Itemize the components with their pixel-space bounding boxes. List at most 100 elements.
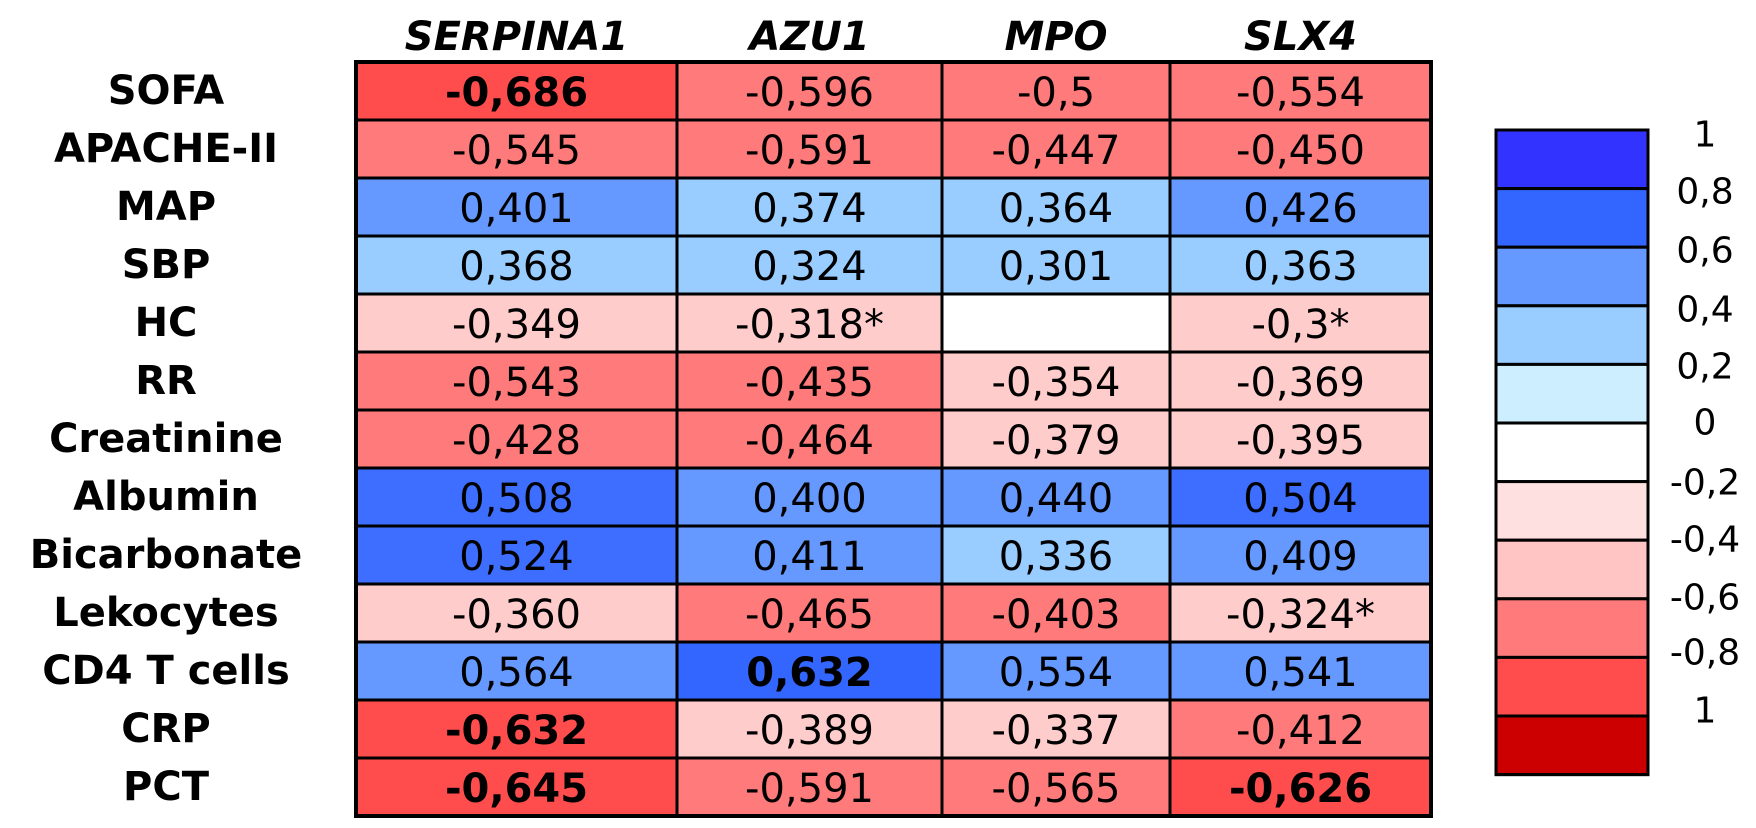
cell-value-label: 0,324 [752,244,867,290]
column-header: SERPINA1 [405,14,628,60]
cell-value-label: 0,426 [1243,186,1358,232]
cell-value-label: 0,541 [1243,650,1358,696]
cell-value-label: -0,632 [445,708,588,754]
heatmap-cell [675,60,944,122]
cell-value-label: -0,565 [992,766,1121,812]
row-label: MAP [116,184,216,230]
heatmap-frame [354,60,1433,818]
cell-value-label: -0,403 [992,592,1121,638]
cell-value-label: -0,545 [452,128,581,174]
row-label: HC [135,300,198,346]
heatmap-cell [675,756,944,818]
cell-value-label: 0,364 [999,186,1114,232]
cell-value-label: 0,374 [752,186,867,232]
heatmap-cell [675,234,944,296]
row-label: APACHE-II [54,126,278,172]
legend-tick-label: 0,4 [1676,290,1733,331]
row-label: Creatinine [49,416,283,462]
cell-value-label: -0,5 [1017,70,1095,116]
cell-value-label: -0,464 [745,418,874,464]
row-label: CRP [121,706,210,752]
cell-value-label: -0,354 [992,360,1121,406]
cell-value-label: -0,369 [1236,360,1365,406]
heatmap-cell [354,350,679,412]
cell-value-label: 0,409 [1243,534,1358,580]
legend-tick-label: -0,6 [1670,578,1740,619]
cell-value-label: -0,554 [1236,70,1365,116]
cell-value-label: 0,336 [999,534,1114,580]
cell-value-label: 0,524 [459,534,574,580]
legend-tick-label: -0,4 [1670,520,1740,561]
cell-value-label: 0,400 [752,476,867,522]
heatmap-cell [940,640,1172,702]
legend-swatch [1494,128,1650,191]
cell-value-label: -0,337 [992,708,1121,754]
row-label: Albumin [73,474,259,520]
cell-value-label: -0,591 [745,766,874,812]
cell-value-label: -0,318* [735,302,884,348]
cell-value-label: 0,411 [752,534,867,580]
legend-swatch [1494,421,1650,484]
cell-value-label: -0,591 [745,128,874,174]
row-label: Lekocytes [53,590,278,636]
heatmap-cell [675,118,944,180]
heatmap-cell [675,698,944,760]
cell-value-label: -0,596 [745,70,874,116]
heatmap-cell [1168,118,1433,180]
legend-swatch [1494,187,1650,249]
heatmap-cell [1168,350,1433,412]
cell-value-label: -0,450 [1236,128,1365,174]
cell-value-label: 0,368 [459,244,574,290]
legend-swatch [1494,245,1650,308]
cell-value-label: -0,435 [745,360,874,406]
row-label: CD4 T cells [42,648,290,694]
cell-value-label: -0,645 [445,766,588,812]
column-header: MPO [1004,14,1107,60]
cell-value-label: -0,379 [992,418,1121,464]
legend-swatch [1494,480,1650,542]
cell-value-label: 0,508 [459,476,574,522]
legend-swatch [1494,538,1650,601]
legend-swatch [1494,714,1650,777]
row-label: PCT [123,764,210,810]
row-labels: SOFA APACHE-II MAP SBP HC RR Creatinine Albumin… [30,68,302,810]
legend-tick-label: 0 [1694,403,1717,444]
row-label: SOFA [108,68,225,114]
row-label: SBP [122,242,211,288]
cell-value-label: 0,301 [999,244,1114,290]
cell-value-label: -0,389 [745,708,874,754]
column-headers: SERPINA1 AZU1 MPO SLX4 [405,14,1357,60]
color-scale-legend: 1 0,8 0,6 0,4 0,2 0 -0,2 -0,4 -0,6 -0,8 1 [1494,115,1740,777]
heatmap-cell [1168,408,1433,470]
cell-value-label: -0,3* [1251,302,1349,348]
legend-swatch [1494,304,1650,366]
legend-swatch [1494,655,1650,718]
column-header: AZU1 [746,14,869,60]
cell-value-label: 0,554 [999,650,1114,696]
legend-tick-label: 1 [1694,691,1717,732]
heatmap-cell [940,292,1172,354]
legend-swatch [1494,362,1650,425]
cell-value-label: 0,440 [999,476,1114,522]
cell-value-label: -0,686 [445,70,588,116]
heatmap-cell [675,582,944,644]
cell-value-label: -0,349 [452,302,581,348]
heatmap-cell [940,350,1172,412]
cell-value-label: 0,632 [746,650,873,696]
cell-value-label: -0,543 [452,360,581,406]
legend-tick-label: 0,6 [1676,231,1733,272]
legend-tick-label: 0,8 [1676,172,1733,213]
cell-value-label: -0,360 [452,592,581,638]
cell-value-label: -0,412 [1236,708,1365,754]
heatmap-cell [1168,466,1433,528]
cell-value-label: -0,428 [452,418,581,464]
legend-frame [1494,128,1650,777]
heatmap-cell [354,582,679,644]
cell-value-label: -0,465 [745,592,874,638]
cell-value-label: 0,504 [1243,476,1358,522]
legend-tick-label: -0,2 [1670,463,1740,504]
cell-value-label: 0,363 [1243,244,1358,290]
row-label: Bicarbonate [30,532,302,578]
heatmap-cell [675,466,944,528]
heatmap-cell [940,756,1172,818]
